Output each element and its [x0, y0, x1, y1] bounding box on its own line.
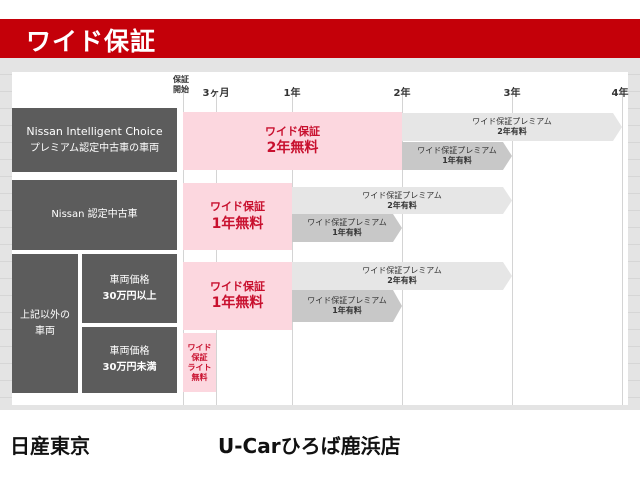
premium-1y-arrow: ワイド保証プレミアム 1年有料 [292, 214, 402, 242]
bar-text: ワイド保証 [210, 279, 265, 293]
bar-text: ワイド保証プレミアム [307, 296, 387, 305]
page-title: ワイド保証 [26, 27, 157, 56]
label-line: 車両価格 [109, 346, 150, 357]
bar-text: 2年有料 [497, 127, 527, 136]
bar-text: 1年有料 [442, 156, 472, 165]
bar-text: 2年有料 [387, 200, 417, 210]
bar-text: 2年無料 [266, 140, 319, 157]
free-warranty-bar: ワイド保証 1年無料 [183, 183, 292, 250]
store-name: U-Carひろば鹿浜店 [218, 434, 401, 458]
tick-3y: 3年 [503, 88, 521, 99]
label-line: 上記以外の [20, 309, 70, 321]
label-line: Nissan Intelligent Choice [26, 125, 163, 139]
label-line: 30万円未満 [102, 362, 157, 373]
premium-2y-arrow: ワイド保証プレミアム 2年有料 [402, 113, 622, 141]
bar-text: ワイド保証プレミアム [417, 146, 497, 155]
bar-text: ライト [187, 362, 212, 372]
header-bar [0, 19, 640, 58]
row-label-over-300k: 車両価格 30万円以上 [82, 254, 177, 323]
tick-2y: 2年 [393, 88, 411, 99]
premium-1y-arrow: ワイド保証プレミアム 1年有料 [402, 142, 512, 170]
tick-start: 保証開始 [173, 75, 189, 94]
label-line: プレミアム認定中古車の車両 [29, 142, 160, 154]
grid-1y [292, 92, 293, 405]
group-label-other: 上記以外の 車両 [12, 254, 78, 393]
row-label-certified: Nissan 認定中古車 [12, 180, 177, 250]
bar-text: 1年有料 [332, 306, 362, 315]
row-label-under-300k: 車両価格 30万円未満 [82, 327, 177, 393]
label-line: 30万円以上 [102, 290, 157, 302]
bar-text: ワイド保証プレミアム [472, 117, 552, 126]
free-warranty-bar: ワイド保証 1年無料 [183, 262, 292, 330]
tick-3m: 3ヶ月 [202, 88, 230, 99]
bar-text: 1年無料 [211, 215, 264, 232]
row-label-intelligent-choice: Nissan Intelligent Choice プレミアム認定中古車の車両 [12, 108, 177, 172]
bar-text: 2年有料 [387, 276, 417, 285]
bar-text: 1年有料 [332, 228, 362, 237]
bar-text: ワイド保証プレミアム [362, 266, 442, 275]
company-name: 日産東京 [10, 434, 90, 458]
grid-3y [512, 92, 513, 405]
free-warranty-bar: ワイド保証 2年無料 [183, 112, 402, 170]
bar-text: 保証 [191, 352, 208, 362]
bar-text: 無料 [191, 372, 208, 382]
premium-2y-arrow: ワイド保証プレミアム 2年有料 [292, 187, 512, 214]
bar-text: ワイド保証 [210, 200, 265, 214]
tick-4y: 4年 [611, 88, 629, 99]
label-line: 車両 [35, 325, 55, 337]
bar-text: 1年無料 [211, 295, 264, 312]
grid-4y [622, 92, 623, 405]
label-line: 車両価格 [109, 274, 150, 286]
lite-warranty-bar: ワイド 保証 ライト 無料 [183, 333, 216, 392]
bar-text: ワイド保証プレミアム [362, 190, 442, 200]
grid-2y [402, 92, 403, 405]
tick-1y: 1年 [283, 88, 301, 99]
bar-text: ワイド [187, 342, 212, 352]
premium-2y-arrow: ワイド保証プレミアム 2年有料 [292, 262, 512, 290]
premium-1y-arrow: ワイド保証プレミアム 1年有料 [292, 290, 402, 322]
bar-text: ワイド保証 [265, 124, 320, 138]
bar-text: ワイド保証プレミアム [307, 218, 387, 227]
